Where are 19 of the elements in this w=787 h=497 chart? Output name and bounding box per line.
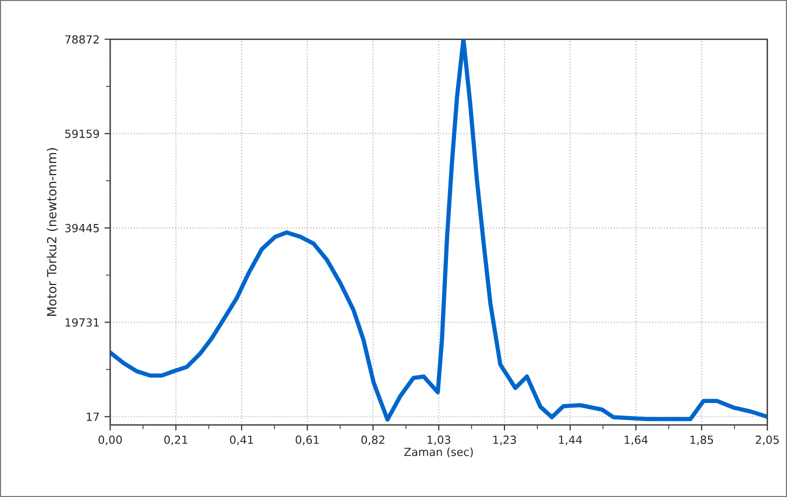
x-tick-label: 0,82 bbox=[361, 436, 384, 446]
x-tick-label: 1,44 bbox=[559, 436, 582, 446]
y-tick-label: 19731 bbox=[66, 318, 99, 327]
x-tick-label: 0,61 bbox=[296, 436, 319, 446]
y-axis-title: Motor Torku2 (newton-mm) bbox=[46, 148, 58, 316]
x-tick-label: 0,41 bbox=[230, 436, 253, 446]
line-series bbox=[110, 39, 768, 422]
x-tick-label: 0,00 bbox=[98, 436, 122, 446]
x-tick-label: 1,03 bbox=[428, 436, 450, 446]
x-axis-title: Zaman (sec) bbox=[404, 448, 473, 458]
y-tick-label: 17 bbox=[86, 412, 99, 421]
x-tick-label: 0,21 bbox=[164, 436, 188, 446]
x-tick-label: 1,64 bbox=[624, 436, 648, 446]
y-tick-label: 78872 bbox=[65, 35, 99, 44]
x-tick-label: 2,05 bbox=[756, 436, 779, 446]
y-tick-label: 39445 bbox=[65, 224, 99, 232]
x-tick-label: 1,85 bbox=[690, 436, 714, 446]
x-tick-label: 1,23 bbox=[493, 436, 516, 446]
y-tick-label: 59159 bbox=[65, 130, 99, 138]
